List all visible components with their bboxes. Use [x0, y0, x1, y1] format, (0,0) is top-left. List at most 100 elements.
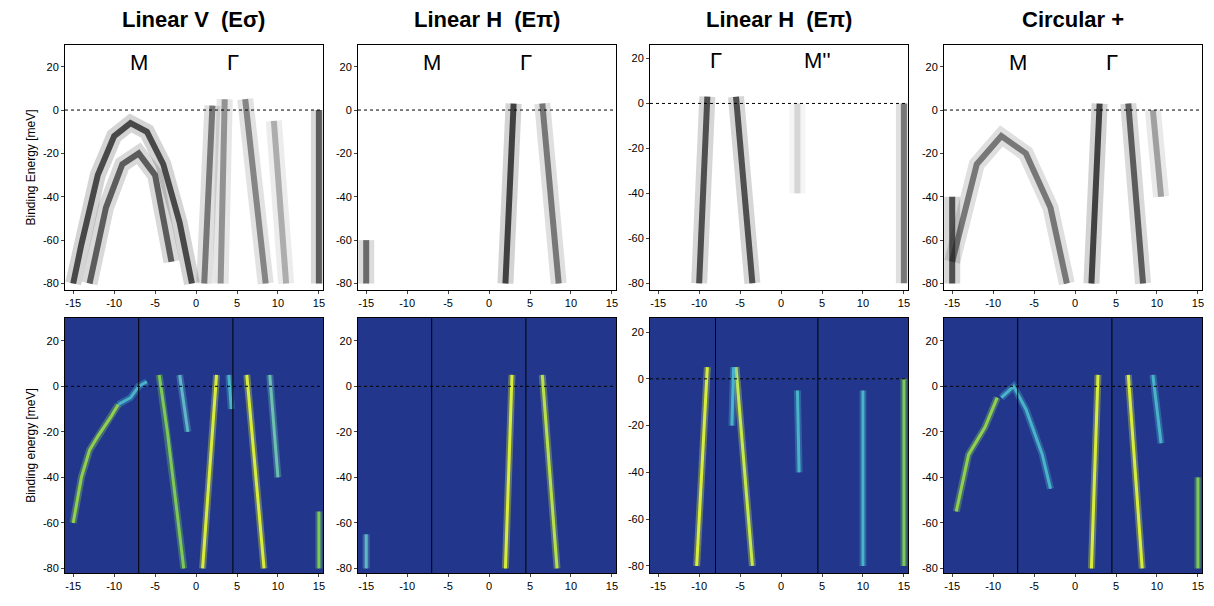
svg-text:-40: -40 — [43, 191, 59, 203]
svg-text:-5: -5 — [443, 580, 453, 592]
svg-text:-15: -15 — [65, 580, 81, 592]
svg-text:-80: -80 — [336, 562, 352, 574]
svg-text:Binding Energy [meV]: Binding Energy [meV] — [24, 109, 38, 225]
svg-text:20: 20 — [632, 52, 644, 64]
svg-text:0: 0 — [486, 580, 492, 592]
svg-text:20: 20 — [340, 61, 352, 73]
svg-text:0: 0 — [346, 104, 352, 116]
svg-text:-15: -15 — [944, 580, 960, 592]
svg-text:15: 15 — [313, 580, 325, 592]
svg-text:-15: -15 — [944, 297, 960, 309]
svg-text:Γ: Γ — [227, 50, 239, 75]
svg-text:-20: -20 — [628, 419, 644, 431]
svg-text:-80: -80 — [628, 277, 644, 289]
svg-text:0: 0 — [193, 297, 199, 309]
svg-text:M: M — [130, 50, 148, 75]
svg-text:-10: -10 — [985, 297, 1001, 309]
svg-text:10: 10 — [565, 580, 577, 592]
svg-text:5: 5 — [234, 580, 240, 592]
svg-text:10: 10 — [565, 297, 577, 309]
svg-text:Linear V (Eσ): Linear V (Eσ) — [122, 7, 265, 32]
svg-text:0: 0 — [53, 104, 59, 116]
svg-text:15: 15 — [1192, 297, 1204, 309]
svg-text:-5: -5 — [735, 580, 745, 592]
svg-text:0: 0 — [193, 580, 199, 592]
svg-text:5: 5 — [527, 297, 533, 309]
svg-text:-5: -5 — [150, 580, 160, 592]
svg-text:-40: -40 — [922, 471, 938, 483]
svg-text:0: 0 — [932, 380, 938, 392]
svg-text:20: 20 — [926, 335, 938, 347]
svg-text:M: M — [1009, 50, 1027, 75]
svg-text:15: 15 — [313, 297, 325, 309]
svg-text:10: 10 — [1151, 580, 1163, 592]
svg-text:-60: -60 — [43, 234, 59, 246]
svg-text:Binding energy [meV]: Binding energy [meV] — [24, 388, 38, 503]
svg-text:M: M — [423, 50, 441, 75]
svg-text:-10: -10 — [691, 297, 707, 309]
svg-text:-40: -40 — [628, 187, 644, 199]
svg-text:5: 5 — [1113, 580, 1119, 592]
svg-text:Circular +: Circular + — [1022, 7, 1124, 32]
svg-text:-80: -80 — [43, 562, 59, 574]
svg-text:5: 5 — [1113, 297, 1119, 309]
svg-text:-20: -20 — [43, 147, 59, 159]
svg-text:-40: -40 — [336, 191, 352, 203]
svg-text:-60: -60 — [628, 232, 644, 244]
svg-text:-15: -15 — [650, 297, 666, 309]
svg-text:-10: -10 — [106, 297, 122, 309]
svg-text:0: 0 — [53, 380, 59, 392]
svg-text:-40: -40 — [628, 466, 644, 478]
svg-text:-20: -20 — [43, 426, 59, 438]
svg-text:-60: -60 — [922, 234, 938, 246]
svg-text:-5: -5 — [1029, 580, 1039, 592]
svg-text:Γ: Γ — [1106, 50, 1118, 75]
svg-text:-80: -80 — [922, 562, 938, 574]
svg-text:0: 0 — [346, 380, 352, 392]
svg-text:15: 15 — [606, 580, 618, 592]
svg-text:15: 15 — [606, 297, 618, 309]
svg-text:10: 10 — [272, 580, 284, 592]
svg-text:5: 5 — [819, 297, 825, 309]
svg-text:-10: -10 — [691, 580, 707, 592]
svg-text:5: 5 — [527, 580, 533, 592]
svg-text:20: 20 — [926, 61, 938, 73]
svg-text:-10: -10 — [985, 580, 1001, 592]
svg-text:0: 0 — [932, 104, 938, 116]
svg-text:-15: -15 — [358, 580, 374, 592]
svg-text:-40: -40 — [336, 471, 352, 483]
svg-text:-5: -5 — [150, 297, 160, 309]
svg-text:10: 10 — [272, 297, 284, 309]
svg-text:M'': M'' — [804, 48, 831, 73]
svg-text:-60: -60 — [922, 517, 938, 529]
svg-text:-40: -40 — [43, 471, 59, 483]
svg-text:Linear H (Eπ): Linear H (Eπ) — [706, 7, 852, 32]
svg-text:0: 0 — [486, 297, 492, 309]
svg-text:-60: -60 — [628, 513, 644, 525]
svg-text:20: 20 — [340, 335, 352, 347]
svg-text:20: 20 — [632, 326, 644, 338]
svg-text:0: 0 — [1072, 580, 1078, 592]
svg-text:-15: -15 — [358, 297, 374, 309]
svg-text:-20: -20 — [628, 142, 644, 154]
svg-text:0: 0 — [778, 297, 784, 309]
svg-text:-20: -20 — [336, 426, 352, 438]
svg-text:Γ: Γ — [520, 50, 532, 75]
svg-text:0: 0 — [638, 97, 644, 109]
svg-text:-10: -10 — [399, 297, 415, 309]
svg-text:-60: -60 — [336, 517, 352, 529]
svg-text:-15: -15 — [650, 580, 666, 592]
svg-text:5: 5 — [234, 297, 240, 309]
svg-text:-60: -60 — [336, 234, 352, 246]
svg-text:20: 20 — [47, 61, 59, 73]
svg-text:-40: -40 — [922, 191, 938, 203]
svg-text:-5: -5 — [443, 297, 453, 309]
svg-text:10: 10 — [1151, 297, 1163, 309]
svg-text:15: 15 — [1192, 580, 1204, 592]
svg-text:-60: -60 — [43, 517, 59, 529]
svg-text:-20: -20 — [922, 147, 938, 159]
svg-text:0: 0 — [638, 373, 644, 385]
svg-text:5: 5 — [819, 580, 825, 592]
svg-text:15: 15 — [898, 580, 910, 592]
svg-text:10: 10 — [857, 297, 869, 309]
